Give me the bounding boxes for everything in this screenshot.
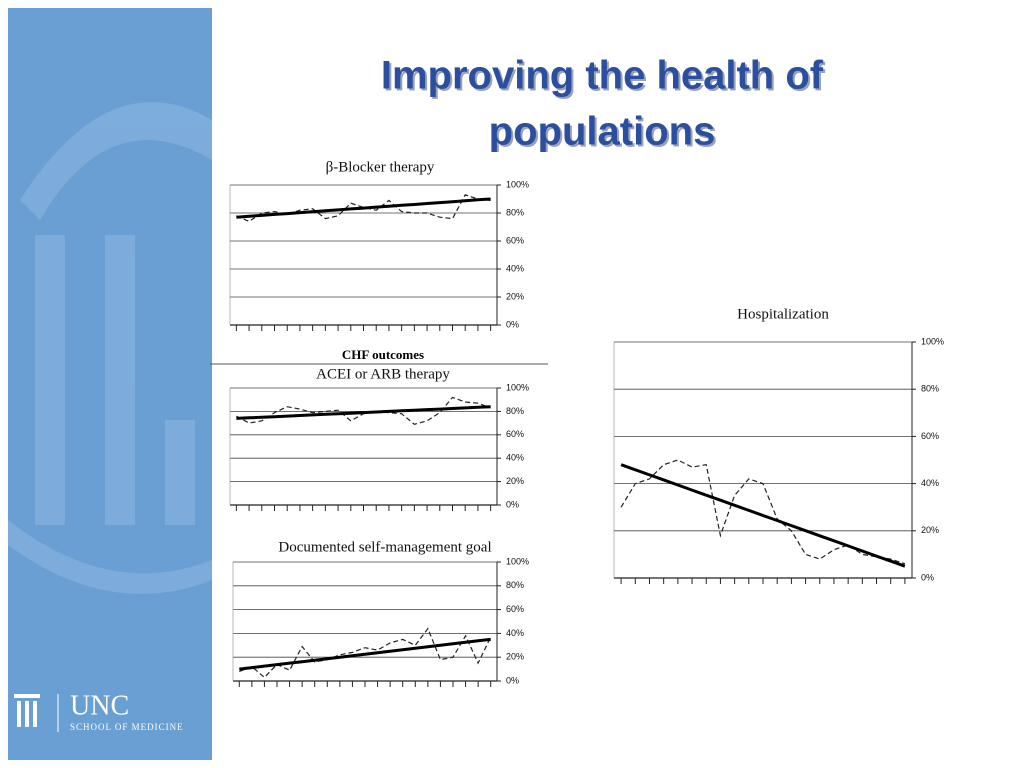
column-watermark — [8, 102, 212, 594]
title-shadow: Improving the health of — [383, 56, 826, 100]
title-shadow: populations — [491, 112, 718, 156]
unc-logo: UNC SCHOOL OF MEDICINE — [14, 690, 184, 732]
y-tick-label: 60% — [506, 429, 524, 439]
y-tick-label: 60% — [921, 431, 939, 441]
y-tick-label: 0% — [506, 499, 519, 509]
chart-title: ACEI or ARB therapy — [316, 366, 450, 382]
data-line — [236, 396, 491, 425]
y-tick-label: 40% — [506, 628, 524, 638]
slide-title: Improving the health of — [381, 54, 824, 98]
y-tick-label: 80% — [506, 207, 524, 217]
chart-title: Hospitalization — [737, 306, 829, 322]
y-tick-label: 100% — [506, 382, 529, 392]
y-tick-label: 40% — [921, 478, 939, 488]
y-tick-label: 20% — [506, 291, 524, 301]
data-line — [236, 194, 491, 223]
data-line — [239, 627, 492, 679]
y-tick-label: 0% — [506, 675, 519, 685]
slide-title: populations — [489, 110, 716, 154]
trend-line — [236, 197, 491, 219]
y-tick-label: 20% — [506, 652, 524, 662]
y-tick-label: 40% — [506, 263, 524, 273]
y-tick-label: 20% — [921, 525, 939, 535]
y-tick-label: 20% — [506, 476, 524, 486]
trend-line — [239, 637, 491, 671]
y-tick-label: 80% — [506, 406, 524, 416]
y-tick-label: 100% — [921, 336, 944, 346]
y-tick-label: 80% — [921, 384, 939, 394]
logo-sub: SCHOOL OF MEDICINE — [70, 722, 184, 732]
trend-line — [236, 405, 491, 420]
y-tick-label: 0% — [506, 319, 519, 329]
y-tick-label: 60% — [506, 235, 524, 245]
title-clip — [440, 152, 770, 164]
y-tick-label: 60% — [506, 604, 524, 614]
chart-title: β-Blocker therapy — [326, 159, 435, 175]
y-tick-label: 100% — [506, 556, 529, 566]
y-tick-label: 40% — [506, 453, 524, 463]
section-label: CHF outcomes — [342, 347, 424, 362]
trend-line — [620, 463, 906, 568]
data-line — [620, 459, 906, 565]
y-tick-label: 80% — [506, 580, 524, 590]
logo-name: UNC — [70, 690, 129, 721]
y-tick-label: 0% — [921, 572, 934, 582]
chart-title: Documented self-management goal — [278, 539, 491, 555]
y-tick-label: 100% — [506, 179, 529, 189]
